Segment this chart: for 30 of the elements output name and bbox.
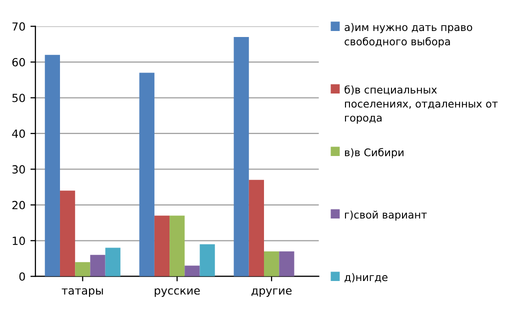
bar	[60, 190, 76, 276]
x-tick-label: другие	[252, 288, 292, 297]
legend-label: а)им нужно дать право свободного выбора	[344, 23, 472, 48]
bar	[170, 216, 185, 276]
y-tick-label: 60	[12, 58, 25, 66]
bar	[44, 54, 60, 276]
y-tick-label: 20	[12, 200, 25, 210]
bar	[75, 262, 90, 276]
bar	[90, 254, 106, 276]
y-tick-label: 70	[12, 22, 25, 31]
legend-label: д)нигде	[344, 273, 388, 282]
bar	[154, 216, 170, 276]
y-tick-label: 0	[19, 272, 25, 281]
legend-label: г)свой вариант	[345, 210, 427, 221]
bar	[184, 266, 200, 276]
bar	[200, 244, 215, 276]
bar	[279, 251, 294, 276]
bar	[248, 180, 264, 276]
bar	[139, 72, 154, 276]
bar	[264, 251, 280, 276]
legend-label: в)в Сибири	[345, 148, 404, 158]
x-tick-label: русские	[154, 288, 200, 297]
legend-label: б)в специальных поселениях, отдаленных от города	[344, 85, 498, 124]
y-tick-label: 40	[12, 129, 25, 138]
y-tick-label: 30	[12, 165, 25, 174]
x-tick-label: татары	[62, 288, 103, 297]
y-tick-label: 50	[12, 94, 25, 102]
bar	[234, 37, 249, 276]
y-tick-label: 10	[12, 236, 25, 246]
bar	[105, 248, 120, 276]
